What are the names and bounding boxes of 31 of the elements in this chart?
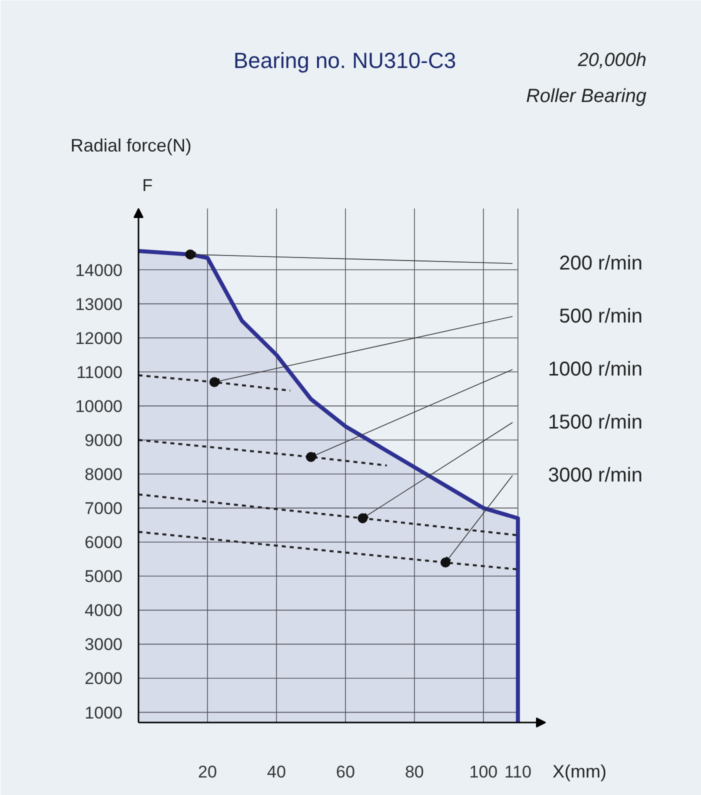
x-axis-title: X(mm) <box>552 762 606 782</box>
y-tick-label: 11000 <box>76 362 123 382</box>
y-tick-label: 7000 <box>84 499 123 518</box>
text: 500 r/min <box>559 306 643 328</box>
text: F <box>142 176 153 195</box>
y-tick-label: 14000 <box>75 260 123 280</box>
text: 1500 r/min <box>548 412 643 434</box>
text: 3000 r/min <box>548 464 643 486</box>
y-tick-label: 5000 <box>84 567 123 586</box>
y-tick-label: 8000 <box>84 465 123 484</box>
y-tick-label: 3000 <box>84 635 123 654</box>
y-tick-label: 12000 <box>75 328 123 348</box>
text: 1000 r/min <box>548 358 643 380</box>
x-tick-label: 60 <box>336 762 355 782</box>
y-tick-label: 6000 <box>84 533 123 552</box>
y-tick-label: 10000 <box>75 396 123 416</box>
y-tick-label: 2000 <box>84 669 123 688</box>
chart-title: Bearing no. NU310-C3 <box>234 48 456 73</box>
y-tick-label: 13000 <box>75 294 123 314</box>
y-tick-label: 9000 <box>84 430 123 450</box>
y-tick-label: 1000 <box>84 703 123 722</box>
x-tick-label: 110 <box>504 762 532 782</box>
text: Roller Bearing <box>526 86 647 107</box>
text: 200 r/min <box>559 252 643 274</box>
x-tick-label: 100 <box>469 762 498 782</box>
x-tick-label: 40 <box>267 762 286 782</box>
y-tick-label: 4000 <box>84 601 123 620</box>
y-axis-title: Radial force(N) <box>70 136 192 156</box>
x-tick-label: 20 <box>198 762 217 782</box>
x-tick-label: 80 <box>404 762 424 782</box>
text: 20,000h <box>576 50 647 71</box>
